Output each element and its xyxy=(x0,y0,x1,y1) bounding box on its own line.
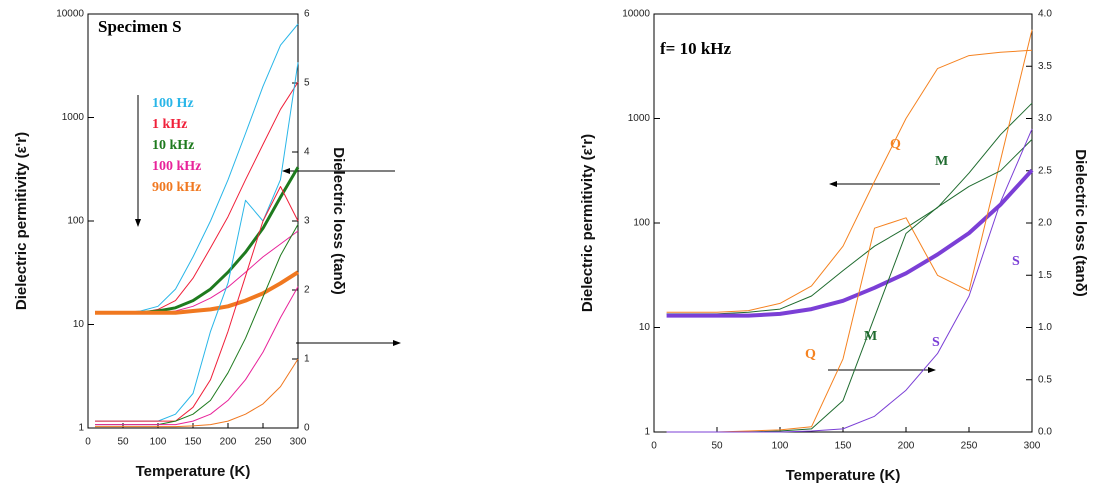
series-line xyxy=(666,168,1034,318)
y-tick-label: 10 xyxy=(639,322,651,333)
legend-entry: 1 kHz xyxy=(152,117,187,132)
plot-frame xyxy=(653,13,1033,433)
y2-tick-label: 2.5 xyxy=(1038,165,1052,176)
x-axis-label: Temperature (K) xyxy=(136,463,251,480)
y2-tick-label: 6 xyxy=(304,9,310,20)
y2-tick-label: 1.5 xyxy=(1038,270,1052,281)
x-tick-label: 50 xyxy=(711,441,723,452)
series-line xyxy=(95,358,299,428)
y-tick-label: 10000 xyxy=(622,9,650,20)
series-line xyxy=(666,49,1033,313)
x-tick-label: 300 xyxy=(290,437,307,448)
y2-tick-label: 4 xyxy=(304,147,310,158)
y-axis-label: Dielectric permitivity (ε'r) xyxy=(13,132,30,310)
series-line xyxy=(95,270,300,315)
x-tick-label: 150 xyxy=(185,437,202,448)
y-tick-label: 10000 xyxy=(56,9,84,20)
series-line xyxy=(95,62,299,422)
y-tick-label: 1 xyxy=(644,427,650,438)
y2-tick-label: 2.0 xyxy=(1038,218,1052,229)
y-tick-label: 1000 xyxy=(62,112,85,123)
y2-tick-label: 3 xyxy=(304,216,310,227)
x-tick-label: 100 xyxy=(772,441,789,452)
y2-tick-label: 3.0 xyxy=(1038,113,1052,124)
panel-title: Specimen S xyxy=(98,17,182,36)
x-tick-label: 0 xyxy=(651,441,657,452)
x-tick-label: 150 xyxy=(835,441,852,452)
series-label: Q xyxy=(890,137,901,152)
legend-entry: 10 kHz xyxy=(152,138,194,153)
y2-tick-label: 0.5 xyxy=(1038,374,1052,385)
series-label: M xyxy=(864,329,877,344)
x-tick-label: 200 xyxy=(898,441,915,452)
series-line xyxy=(666,29,1033,433)
panel-title: f= 10 kHz xyxy=(660,39,732,58)
series-line xyxy=(95,186,299,422)
legend-entry: 100 Hz xyxy=(152,96,194,111)
y-tick-label: 1000 xyxy=(628,113,651,124)
y-tick-label: 1 xyxy=(78,423,84,434)
series-label: S xyxy=(1012,254,1020,269)
y2-axis-label: Dielectric loss (tanδ) xyxy=(1072,149,1089,296)
series-line xyxy=(666,139,1033,433)
series-line xyxy=(95,224,299,426)
x-tick-label: 50 xyxy=(117,437,129,448)
x-tick-label: 250 xyxy=(255,437,272,448)
x-tick-label: 250 xyxy=(961,441,978,452)
y2-tick-label: 5 xyxy=(304,78,310,89)
series-label: Q xyxy=(805,347,816,362)
y2-tick-label: 4.0 xyxy=(1038,9,1052,20)
y2-tick-label: 0.0 xyxy=(1038,427,1052,438)
series-label: M xyxy=(935,154,948,169)
series-line xyxy=(666,102,1033,315)
y-axis-label: Dielectric permitivity (ε'r) xyxy=(579,134,596,312)
legend-entry: 100 kHz xyxy=(152,159,201,174)
y2-tick-label: 0 xyxy=(304,423,310,434)
series-line xyxy=(666,128,1033,433)
x-tick-label: 100 xyxy=(150,437,167,448)
y2-tick-label: 2 xyxy=(304,285,310,296)
x-axis-label: Temperature (K) xyxy=(786,467,901,484)
x-tick-label: 200 xyxy=(220,437,237,448)
series-line xyxy=(95,286,299,426)
series-line xyxy=(95,81,299,314)
x-tick-label: 300 xyxy=(1024,441,1041,452)
y-tick-label: 10 xyxy=(73,319,85,330)
y2-axis-label: Dielectric loss (tanδ) xyxy=(330,147,347,294)
x-tick-label: 0 xyxy=(85,437,91,448)
series-label: S xyxy=(932,335,940,350)
y2-tick-label: 3.5 xyxy=(1038,61,1052,72)
y2-tick-label: 1.0 xyxy=(1038,322,1052,333)
y-tick-label: 100 xyxy=(67,216,84,227)
y-tick-label: 100 xyxy=(633,218,650,229)
y2-tick-label: 1 xyxy=(304,354,310,365)
legend-entry: 900 kHz xyxy=(152,180,201,195)
